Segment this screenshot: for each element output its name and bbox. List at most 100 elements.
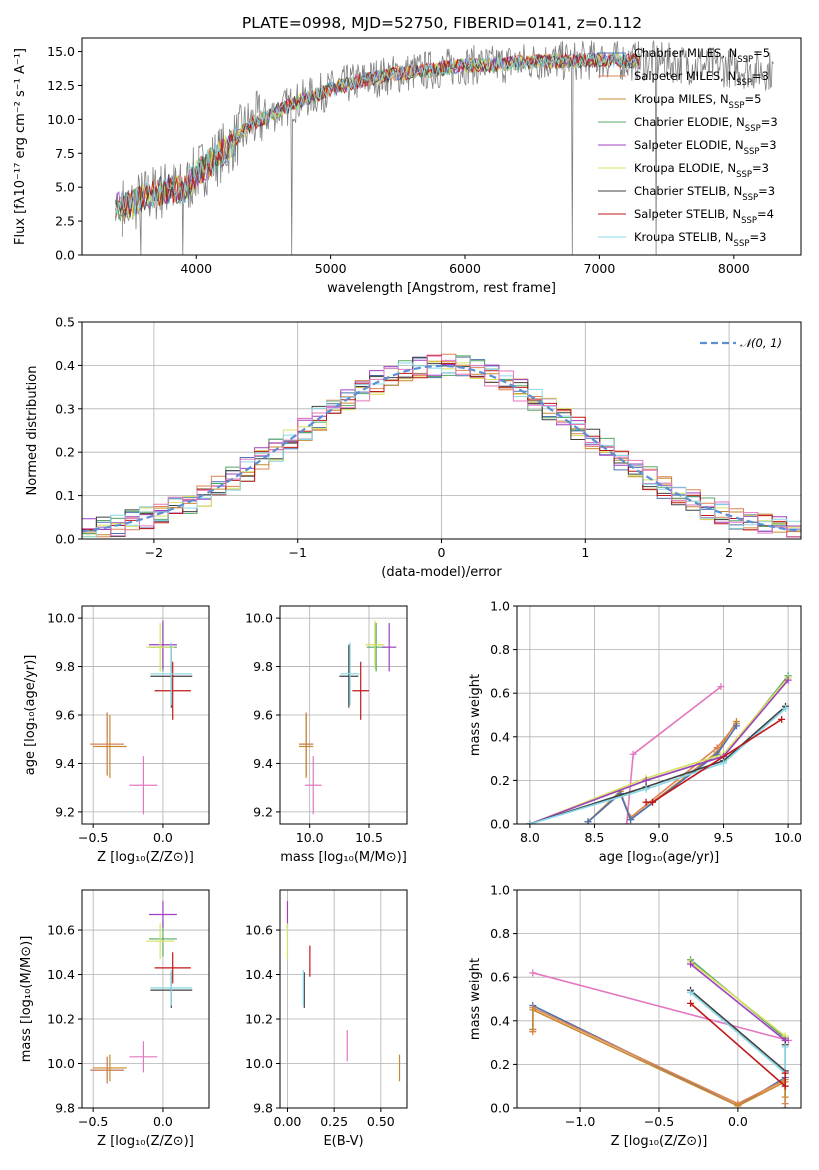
legend-suffix: =5	[753, 46, 770, 60]
x-tick-label: 5000	[315, 261, 347, 276]
mass_weight_vs_age-panel: 8.0 8.5 9.0 9.5 10.0 0.0 0.2 0.4 0.6 0.8 1.0 age [l…	[468, 599, 802, 866]
legend-label: Chabrier MILES, NSSP=5	[634, 46, 770, 65]
x-axis-label: (data-model)/error	[381, 565, 502, 580]
x-tick-label: 8000	[718, 261, 750, 276]
weight-marker	[642, 776, 650, 784]
y-tick-label: 5.0	[55, 180, 75, 195]
legend-subscript: SSP	[736, 78, 752, 88]
age_vs_mass-panel: 10.0 10.5 9.2 9.4 9.6 9.8 10.0 mass [log₁₀(M/M⊙…	[245, 605, 408, 865]
legend-suffix: =3	[760, 138, 777, 152]
legend-suffix: =4	[757, 207, 774, 221]
mass_weight_vs_Z-panel: −1.0 −0.5 0.0 0.0 0.2 0.4 0.6 0.8 1.0 Z [log₁₀(Z/…	[468, 883, 802, 1149]
legend-suffix: =3	[752, 69, 769, 83]
x-tick-label: 9.5	[714, 830, 734, 845]
errorbars	[286, 901, 401, 1082]
x-tick-label: 0.50	[367, 1114, 395, 1129]
observed-spectrum	[121, 40, 774, 255]
weight-marker	[584, 818, 592, 824]
y-tick-label: 15.0	[47, 44, 75, 59]
weight-marker	[526, 820, 534, 824]
legend-subscript: SSP	[742, 193, 758, 203]
grid-lines	[280, 890, 407, 1109]
x-tick-label: 4000	[180, 261, 212, 276]
histogram-series-8	[82, 356, 801, 538]
legend-suffix: =5	[744, 92, 761, 106]
weight-marker	[529, 1006, 537, 1014]
weight-series-0	[532, 972, 789, 1042]
y-tick-label: 1.0	[490, 599, 510, 614]
weight-marker	[687, 999, 695, 1007]
weight-marker	[642, 785, 650, 793]
histogram-series-9	[82, 355, 801, 538]
x-tick-label: −0.5	[644, 1114, 674, 1129]
weight-marker	[782, 704, 790, 712]
grid-lines	[280, 606, 407, 824]
legend-subscript: SSP	[745, 124, 761, 134]
y-tick-label: 0.0	[55, 248, 75, 263]
weight-lines	[529, 956, 792, 1108]
weight-marker	[781, 1043, 789, 1051]
grid-lines	[517, 889, 801, 1109]
weight-marker	[784, 676, 792, 684]
x-tick-label: 8.0	[520, 830, 540, 845]
x-tick-label: 8.5	[585, 830, 605, 845]
weight-marker	[629, 750, 637, 758]
weight-marker	[642, 798, 650, 806]
residuals-panel: −2 −1 0 1 2 0.0 0.1 0.2 0.3 0.4 0.5 (data-model)/er…	[25, 315, 802, 580]
legend-suffix: =3	[761, 115, 778, 129]
y-axis-label: mass weight	[468, 674, 483, 756]
weight-marker	[529, 969, 537, 977]
x-tick-label: 0.0	[728, 1114, 748, 1129]
weight-series-7	[529, 705, 787, 824]
y-axis-label: mass [log₁₀(M/M⊙)]	[19, 936, 34, 1063]
x-axis-label: E(B-V)	[323, 1134, 363, 1149]
weight-marker	[627, 816, 635, 824]
weight-series-8	[529, 707, 787, 824]
x-tick-label: 0	[438, 545, 446, 560]
axes-frame	[516, 889, 802, 1109]
y-tick-label: 0.0	[55, 532, 75, 547]
weight-series-6	[529, 679, 789, 824]
y-tick-label: 9.8	[55, 659, 75, 674]
x-tick-label: 0.0	[153, 830, 173, 845]
x-axis-label: wavelength [Angstrom, rest frame]	[327, 281, 556, 296]
axes-frame	[279, 605, 408, 825]
y-tick-label: 10.6	[47, 923, 75, 938]
spectrum-panel: 4000 5000 6000 7000 8000 0.0 2.5 5.0 7.5 10.0 12.5…	[13, 37, 802, 296]
axes-frame	[81, 889, 210, 1109]
weight-series-6	[690, 963, 786, 1042]
weight-marker	[732, 722, 740, 730]
y-tick-label: 10.0	[47, 112, 75, 127]
y-tick-label: 0.4	[490, 1013, 510, 1028]
legend-label: Salpeter STELIB, NSSP=4	[634, 207, 774, 226]
y-tick-label: 7.5	[55, 146, 75, 161]
y-tick-label: 9.6	[253, 708, 273, 723]
weight-series-9	[646, 718, 783, 804]
x-tick-label: 10.0	[774, 830, 802, 845]
y-tick-label: 0.1	[55, 488, 75, 503]
y-tick-label: 2.5	[55, 214, 75, 229]
axes-frame	[516, 605, 802, 825]
y-axis-label: age [log₁₀(age/yr)]	[23, 655, 38, 776]
spectrum-lines	[115, 40, 774, 255]
y-tick-label: 10.4	[47, 967, 75, 982]
histogram-series-6	[82, 356, 801, 538]
legend-suffix: =3	[758, 184, 775, 198]
y-tick-label: 9.4	[253, 756, 273, 771]
y-tick-label: 0.0	[490, 817, 510, 832]
x-tick-label: −0.5	[78, 830, 108, 845]
weight-marker	[623, 820, 631, 824]
y-tick-label: 0.8	[490, 642, 510, 657]
y-tick-label: 9.2	[253, 804, 273, 819]
x-axis-label: age [log₁₀(age/yr)]	[599, 850, 720, 865]
y-tick-label: 0.8	[490, 926, 510, 941]
weight-marker	[720, 759, 728, 767]
y-axis-label: mass weight	[468, 958, 483, 1040]
weight-marker	[649, 798, 657, 806]
y-tick-label: 0.5	[55, 315, 75, 330]
legend-label: Chabrier STELIB, NSSP=3	[634, 184, 775, 203]
x-tick-label: −0.5	[78, 1114, 108, 1129]
weight-marker	[713, 744, 721, 752]
y-tick-label: 0.2	[490, 1057, 510, 1072]
